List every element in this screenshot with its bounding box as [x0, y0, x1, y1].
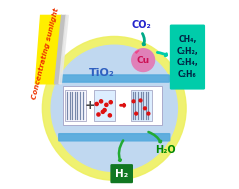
- FancyBboxPatch shape: [63, 86, 162, 125]
- Circle shape: [99, 100, 103, 103]
- Circle shape: [108, 114, 111, 117]
- Circle shape: [51, 45, 177, 171]
- Circle shape: [147, 112, 150, 115]
- FancyBboxPatch shape: [59, 134, 170, 141]
- FancyBboxPatch shape: [65, 90, 86, 121]
- FancyBboxPatch shape: [131, 90, 152, 121]
- Circle shape: [103, 108, 106, 112]
- Text: H₂O: H₂O: [155, 145, 175, 155]
- Circle shape: [105, 103, 108, 106]
- Circle shape: [135, 112, 138, 115]
- Circle shape: [139, 99, 142, 102]
- Circle shape: [42, 36, 186, 180]
- Text: CH₄,
C₂H₂,
C₂H₄,
C₂H₆: CH₄, C₂H₂, C₂H₄, C₂H₆: [177, 35, 198, 79]
- FancyBboxPatch shape: [59, 75, 169, 82]
- Text: TiO₂: TiO₂: [89, 68, 115, 78]
- Circle shape: [95, 102, 98, 105]
- Circle shape: [101, 110, 104, 113]
- Text: Concentrating sunlight: Concentrating sunlight: [31, 7, 60, 100]
- Circle shape: [144, 107, 146, 110]
- Polygon shape: [35, 15, 62, 84]
- Circle shape: [109, 101, 112, 104]
- FancyBboxPatch shape: [110, 164, 133, 183]
- Text: Cu: Cu: [137, 56, 150, 65]
- FancyBboxPatch shape: [170, 25, 205, 90]
- FancyBboxPatch shape: [94, 90, 115, 121]
- Polygon shape: [55, 15, 66, 84]
- Circle shape: [97, 113, 100, 116]
- Polygon shape: [59, 15, 68, 84]
- Text: H₂: H₂: [115, 169, 128, 179]
- Circle shape: [132, 100, 135, 103]
- Text: +: +: [84, 99, 95, 112]
- Text: CO₂: CO₂: [131, 20, 151, 30]
- Circle shape: [132, 49, 155, 71]
